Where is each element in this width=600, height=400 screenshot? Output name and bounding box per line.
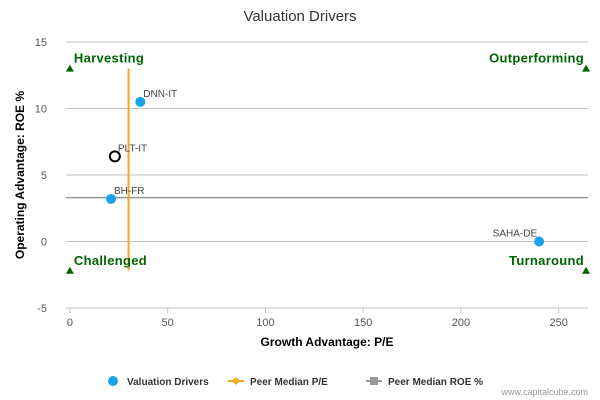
data-label-dnn-it: DNN-IT	[143, 89, 177, 100]
y-tick-label: 10	[35, 104, 47, 116]
x-tick-label: 200	[452, 317, 470, 329]
y-tick-label: 15	[35, 37, 47, 49]
data-point-saha-de	[534, 236, 545, 247]
x-tick-label: 100	[256, 317, 274, 329]
x-tick-label: 250	[549, 317, 567, 329]
quadrant-label-outperforming: Outperforming	[489, 51, 584, 66]
quadrant-label-turnaround: Turnaround	[509, 253, 584, 268]
legend-symbol-valuation-drivers	[108, 376, 118, 386]
legend-label: Valuation Drivers	[127, 377, 209, 388]
y-tick-label: -5	[37, 303, 47, 315]
data-point-bh-fr	[105, 193, 116, 204]
data-point-plt-it	[108, 150, 121, 163]
x-axis-title: Growth Advantage: P/E	[261, 335, 394, 349]
x-tick-label: 0	[67, 317, 73, 329]
y-tick-label: 5	[41, 170, 47, 182]
chart-legend: Valuation Drivers Peer Median P/E Peer Med…	[108, 376, 483, 388]
y-axis-title: Operating Advantage: ROE %	[13, 91, 27, 260]
legend-diamond-peer-median-pe	[232, 377, 240, 385]
quadrant-marker-triangle	[582, 64, 591, 72]
data-label-plt-it: PLT-IT	[118, 143, 147, 154]
y-tick-label: 0	[41, 237, 47, 249]
x-tick-label: 150	[354, 317, 372, 329]
quadrant-label-harvesting: Harvesting	[74, 51, 144, 66]
legend-label: Peer Median ROE %	[388, 377, 483, 388]
data-label-bh-fr: BH-FR	[114, 186, 145, 197]
quadrant-marker-triangle	[65, 266, 74, 274]
quadrant-label-challenged: Challenged	[74, 253, 147, 268]
x-tick-label: 50	[162, 317, 174, 329]
legend-square-peer-median-roe	[370, 377, 378, 385]
quadrant-marker-triangle	[582, 266, 591, 274]
quadrant-marker-triangle	[65, 64, 74, 72]
chart-title: Valuation Drivers	[243, 8, 356, 25]
data-point-dnn-it	[135, 96, 146, 107]
data-label-saha-de: SAHA-DE	[493, 229, 538, 240]
credit-text: www.capitalcube.com	[500, 387, 588, 397]
legend-label: Peer Median P/E	[250, 377, 328, 388]
